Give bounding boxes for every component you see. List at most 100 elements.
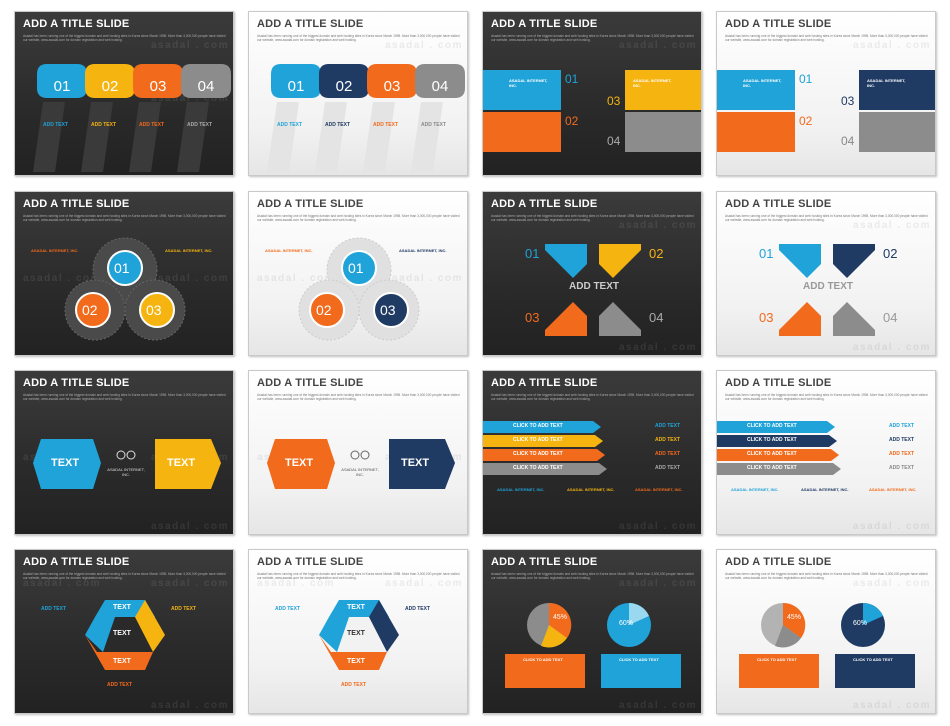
add-text-label: ADD TEXT	[889, 451, 914, 457]
number-02: 02	[101, 78, 119, 95]
pie-charts-graphic	[739, 602, 915, 688]
slide-title: ADD A TITLE SLIDE	[725, 198, 832, 210]
number-01: 01	[348, 260, 364, 276]
stacked-arrows-graphic	[483, 421, 607, 475]
numbered-bubbles-graphic	[267, 64, 465, 172]
watermark: asadal . com	[852, 521, 931, 532]
click-to-add-text[interactable]: CLICK TO ADD TEXT	[747, 465, 797, 471]
slide-thumbnail-9[interactable]: ADD A TITLE SLIDE Asadal has been runnin…	[14, 370, 234, 535]
watermark: asadal . com	[257, 578, 336, 589]
add-text-label: ADD TEXT	[171, 606, 196, 612]
number-03: 03	[149, 78, 167, 95]
slide-thumbnail-6[interactable]: ADD A TITLE SLIDE Asadal has been runnin…	[248, 191, 468, 356]
slide-thumbnail-2[interactable]: ADD A TITLE SLIDE Asadal has been runnin…	[248, 11, 468, 176]
slide-title: ADD A TITLE SLIDE	[725, 18, 832, 30]
watermark: asadal . com	[852, 700, 931, 711]
slide-subtitle: Asadal has been running one of the bigge…	[725, 214, 928, 222]
text-label: TEXT	[285, 457, 314, 469]
click-to-add-text[interactable]: CLICK TO ADD TEXT	[513, 451, 563, 457]
slide-thumbnail-3[interactable]: ADD A TITLE SLIDE Asadal has been runnin…	[482, 11, 702, 176]
bubble-04	[181, 64, 231, 98]
watermark: asadal . com	[852, 40, 931, 51]
slide-subtitle: Asadal has been running one of the bigge…	[491, 393, 694, 401]
add-text-label: ADD TEXT	[43, 122, 68, 128]
slide-subtitle: Asadal has been running one of the bigge…	[725, 572, 928, 580]
company-label: ASADAL INTERNET, INC.	[869, 487, 917, 492]
company-label: ASADAL INTERNET, INC.	[399, 248, 447, 253]
click-to-add-text[interactable]: CLICK TO ADD TEXT	[747, 423, 797, 429]
number-03: 03	[759, 310, 774, 325]
slide-subtitle: Asadal has been running one of the bigge…	[257, 214, 460, 222]
add-text-label: ADD TEXT	[405, 606, 430, 612]
watermark: asadal . com	[384, 40, 463, 51]
number-04: 04	[607, 134, 621, 148]
company-label: ASADAL INTERNET, INC.	[743, 78, 782, 88]
click-to-add-text[interactable]: CLICK TO ADD TEXT	[619, 657, 659, 662]
click-to-add-text[interactable]: CLICK TO ADD TEXT	[513, 437, 563, 443]
slide-title: ADD A TITLE SLIDE	[491, 556, 598, 568]
number-01: 01	[114, 260, 130, 276]
number-01: 01	[759, 246, 774, 261]
click-to-add-text[interactable]: CLICK TO ADD TEXT	[747, 451, 797, 457]
add-text-label: ADD TEXT	[41, 606, 66, 612]
add-text-label: ADD TEXT	[889, 437, 914, 443]
company-label: ASADAL INTERNET, INC.	[107, 467, 145, 477]
hexagon-blocks-graphic	[267, 439, 455, 489]
number-02: 02	[335, 78, 353, 95]
slide-title: ADD A TITLE SLIDE	[257, 198, 364, 210]
watermark: asadal . com	[618, 220, 697, 231]
slide-subtitle: Asadal has been running one of the bigge…	[491, 572, 694, 580]
slide-subtitle: Asadal has been running one of the bigge…	[725, 393, 928, 401]
slide-subtitle: Asadal has been running one of the bigge…	[491, 214, 694, 222]
company-label: ASADAL INTERNET, INC.	[731, 487, 779, 492]
slide-thumbnail-5[interactable]: ADD A TITLE SLIDE Asadal has been runnin…	[14, 191, 234, 356]
click-to-add-text[interactable]: CLICK TO ADD TEXT	[513, 423, 563, 429]
slide-thumbnail-16[interactable]: ADD A TITLE SLIDE Asadal has been runnin…	[716, 549, 936, 714]
watermark: asadal . com	[852, 342, 931, 353]
slide-thumbnail-1[interactable]: ADD A TITLE SLIDE Asadal has been runnin…	[14, 11, 234, 176]
slide-thumbnail-4[interactable]: ADD A TITLE SLIDE Asadal has been runnin…	[716, 11, 936, 176]
slide-thumbnail-10[interactable]: ADD A TITLE SLIDE Asadal has been runnin…	[248, 370, 468, 535]
three-circles-graphic	[64, 237, 186, 341]
number-01: 01	[53, 78, 71, 95]
click-to-add-text[interactable]: CLICK TO ADD TEXT	[747, 437, 797, 443]
click-to-add-text[interactable]: CLICK TO ADD TEXT	[523, 657, 563, 662]
ribbon-banners-graphic	[717, 70, 935, 152]
click-to-add-text[interactable]: CLICK TO ADD TEXT	[513, 465, 563, 471]
slide-thumbnail-12[interactable]: ADD A TITLE SLIDE Asadal has been runnin…	[716, 370, 936, 535]
bubble-03	[133, 64, 183, 98]
slide-title: ADD A TITLE SLIDE	[491, 377, 598, 389]
hexagon-blocks-graphic	[33, 439, 221, 489]
number-03: 03	[146, 302, 162, 318]
slide-title: ADD A TITLE SLIDE	[491, 198, 598, 210]
slide-subtitle: Asadal has been running one of the bigge…	[23, 572, 226, 580]
click-to-add-text[interactable]: CLICK TO ADD TEXT	[853, 657, 893, 662]
watermark: asadal . com	[150, 93, 229, 104]
add-text-label: ADD TEXT	[421, 122, 446, 128]
ribbon-banners-graphic	[483, 70, 701, 152]
slide-title: ADD A TITLE SLIDE	[491, 18, 598, 30]
slide-thumbnail-8[interactable]: ADD A TITLE SLIDE Asadal has been runnin…	[716, 191, 936, 356]
add-text-label: ADD TEXT	[889, 465, 914, 471]
number-02: 02	[82, 302, 98, 318]
slide-thumbnail-15[interactable]: ADD A TITLE SLIDE Asadal has been runnin…	[482, 549, 702, 714]
slide-thumbnail-7[interactable]: ADD A TITLE SLIDE Asadal has been runnin…	[482, 191, 702, 356]
number-02: 02	[799, 114, 813, 128]
slide-thumbnail-14[interactable]: ADD A TITLE SLIDE Asadal has been runnin…	[248, 549, 468, 714]
slide-title: ADD A TITLE SLIDE	[23, 377, 130, 389]
number-02: 02	[883, 246, 898, 261]
number-02: 02	[316, 302, 332, 318]
number-03: 03	[383, 78, 401, 95]
watermark: asadal . com	[150, 273, 229, 284]
slide-thumbnail-11[interactable]: ADD A TITLE SLIDE Asadal has been runnin…	[482, 370, 702, 535]
click-to-add-text[interactable]: CLICK TO ADD TEXT	[757, 657, 797, 662]
number-04: 04	[883, 310, 898, 325]
number-01: 01	[565, 72, 579, 86]
add-text-label: ADD TEXT	[373, 122, 398, 128]
slide-thumbnail-13[interactable]: ADD A TITLE SLIDE Asadal has been runnin…	[14, 549, 234, 714]
number-03: 03	[525, 310, 540, 325]
add-text-label: ADD TEXT	[107, 682, 132, 688]
pie-percent-label: 60%	[619, 620, 634, 627]
add-text-label: ADD TEXT	[655, 423, 680, 429]
slide-subtitle: Asadal has been running one of the bigge…	[257, 393, 460, 401]
